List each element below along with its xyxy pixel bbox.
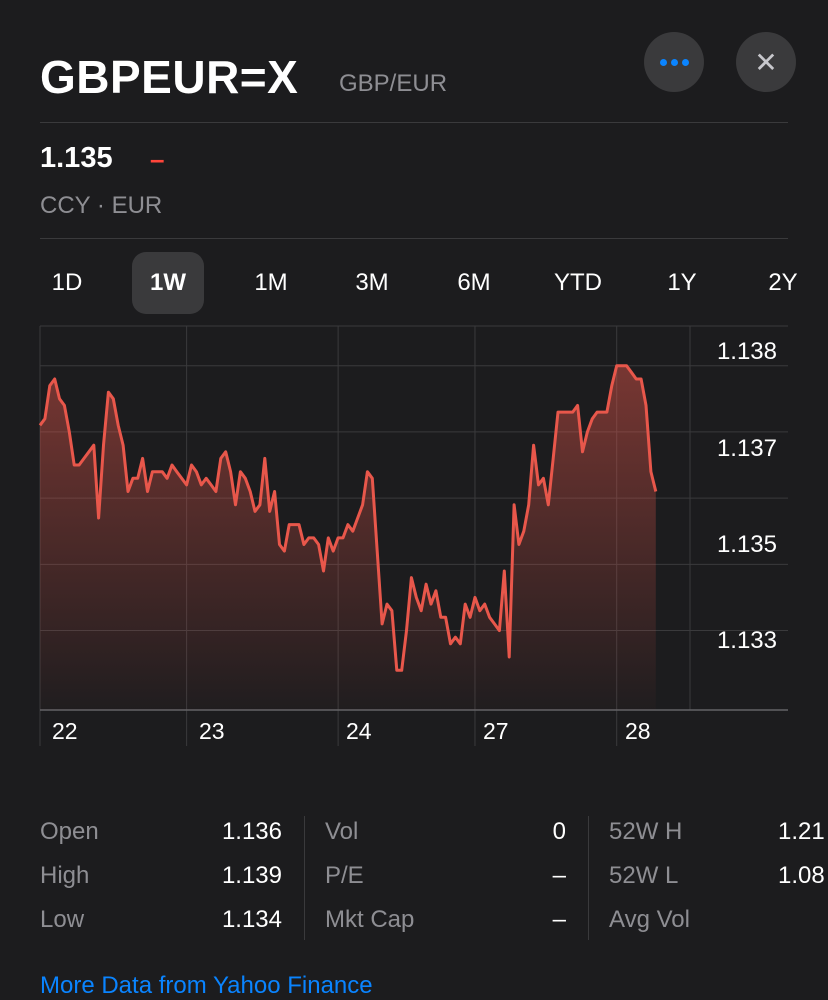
price-change: – [150, 144, 165, 174]
stat-label-open: Open [40, 818, 99, 845]
x-tick-label: 24 [346, 718, 372, 744]
range-1w[interactable]: 1W [132, 252, 204, 314]
range-3m[interactable]: 3M [355, 269, 389, 296]
stat-value-52wh: 1.21 [778, 818, 825, 845]
range-2y[interactable]: 2Y [768, 269, 798, 296]
stat-label-vol: Vol [325, 818, 359, 845]
x-tick-label: 22 [52, 718, 78, 744]
stat-value-pe: – [552, 862, 566, 889]
stat-value-high: 1.139 [221, 862, 282, 889]
range-1d[interactable]: 1D [51, 269, 83, 296]
x-tick-label: 28 [625, 718, 651, 744]
x-tick-label: 27 [483, 718, 509, 744]
close-icon: ✕ [754, 46, 778, 78]
stat-value-low: 1.134 [221, 906, 282, 933]
stat-label-avgvol: Avg Vol [609, 906, 690, 933]
y-tick-label: 1.133 [716, 627, 777, 654]
stat-label-52wl: 52W L [609, 862, 679, 889]
x-tick-label: 23 [199, 718, 225, 744]
close-button[interactable]: ✕ [736, 32, 796, 92]
price-value: 1.135 [40, 142, 113, 174]
range-1m[interactable]: 1M [254, 269, 288, 296]
y-tick-label: 1.137 [716, 435, 777, 462]
stat-value-52wl: 1.08 [778, 862, 825, 889]
range-6m[interactable]: 6M [457, 269, 491, 296]
stat-label-pe: P/E [325, 862, 364, 889]
stat-label-low: Low [40, 906, 85, 933]
y-tick-label: 1.138 [716, 338, 777, 365]
stats-separator [304, 816, 305, 940]
range-ytd[interactable]: YTD [554, 269, 602, 296]
more-data-link[interactable]: More Data from Yahoo Finance [40, 972, 373, 999]
quote-divider [40, 238, 788, 239]
range-1y[interactable]: 1Y [667, 269, 697, 296]
price-line [38, 364, 658, 672]
stats-separator [588, 816, 589, 940]
stat-value-vol: 0 [552, 818, 566, 845]
currency-meta: CCY · EUR [40, 192, 163, 219]
stat-label-mktcap: Mkt Cap [325, 906, 415, 933]
stat-value-mktcap: – [552, 906, 566, 933]
ellipsis-icon [659, 58, 689, 66]
price-chart[interactable] [0, 320, 828, 750]
stat-label-high: High [40, 862, 90, 889]
pair-subtitle: GBP/EUR [339, 70, 448, 97]
more-button[interactable] [644, 32, 704, 92]
y-tick-label: 1.135 [716, 531, 777, 558]
header-divider [40, 122, 788, 123]
stat-value-open: 1.136 [221, 818, 282, 845]
stat-label-52wh: 52W H [609, 818, 683, 845]
price-area [40, 365, 656, 710]
symbol-title: GBPEUR=X [40, 51, 299, 103]
